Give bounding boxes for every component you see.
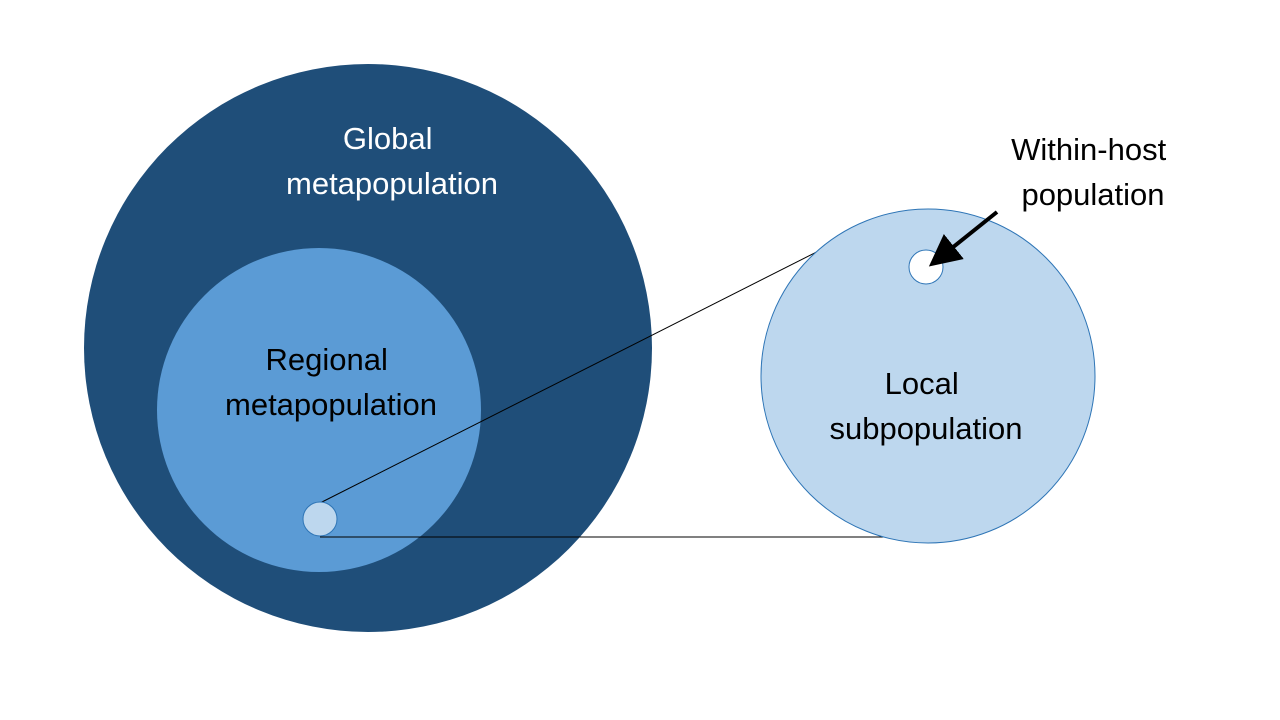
regional-metapopulation-circle bbox=[157, 248, 481, 572]
zoom-connector-top-line bbox=[319, 224, 871, 504]
within-host-label: Within-host population bbox=[1011, 132, 1175, 212]
local-label-line1: Local bbox=[885, 366, 959, 401]
regional-label-line1: Regional bbox=[266, 342, 388, 377]
within-host-population-circle bbox=[908, 249, 944, 285]
local-label: Local subpopulation bbox=[829, 366, 1022, 446]
global-label-line2: metapopulation bbox=[286, 166, 498, 201]
within-host-label-line2: population bbox=[1021, 177, 1164, 212]
global-label-line1: Global bbox=[343, 121, 433, 156]
global-label: Global metapopulation bbox=[286, 121, 498, 201]
within-host-arrow bbox=[928, 210, 999, 267]
local-label-line2: subpopulation bbox=[829, 411, 1022, 446]
local-subpopulation-circle bbox=[760, 208, 1096, 544]
regional-label-line2: metapopulation bbox=[225, 387, 437, 422]
within-host-label-line1: Within-host bbox=[1011, 132, 1166, 167]
regional-label: Regional metapopulation bbox=[225, 342, 437, 422]
small-local-subpopulation-circle bbox=[302, 501, 338, 537]
